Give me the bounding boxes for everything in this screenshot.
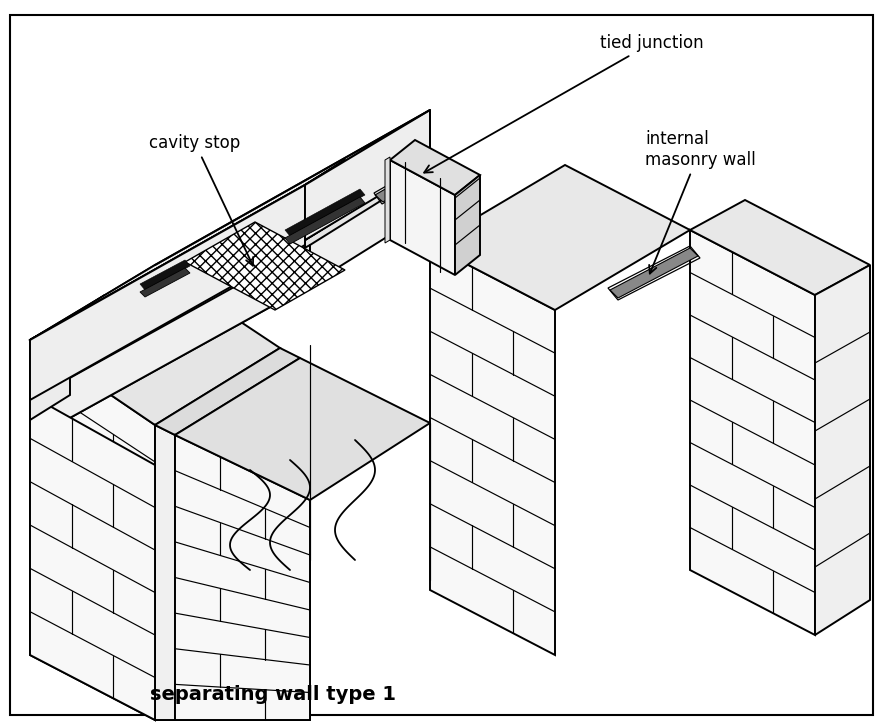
Polygon shape	[305, 160, 345, 240]
Polygon shape	[375, 163, 438, 202]
Polygon shape	[310, 170, 430, 285]
Text: internal
masonry wall: internal masonry wall	[645, 130, 756, 273]
Polygon shape	[30, 340, 155, 720]
Polygon shape	[815, 265, 870, 635]
Text: separating wall type 1: separating wall type 1	[150, 685, 396, 704]
Polygon shape	[305, 110, 430, 240]
Polygon shape	[30, 295, 105, 340]
Polygon shape	[30, 185, 305, 395]
Polygon shape	[30, 395, 155, 720]
Polygon shape	[155, 348, 300, 435]
Polygon shape	[30, 110, 430, 340]
Polygon shape	[30, 185, 305, 400]
Text: tied junction: tied junction	[424, 34, 704, 173]
Polygon shape	[390, 140, 480, 195]
Polygon shape	[305, 160, 345, 240]
Polygon shape	[30, 318, 70, 420]
Polygon shape	[175, 435, 310, 720]
Polygon shape	[285, 189, 365, 236]
Polygon shape	[305, 160, 345, 240]
Polygon shape	[455, 175, 480, 275]
Polygon shape	[30, 235, 310, 440]
Polygon shape	[30, 245, 310, 440]
Polygon shape	[285, 197, 365, 244]
Polygon shape	[140, 268, 190, 297]
Text: cavity stop: cavity stop	[149, 134, 253, 265]
Polygon shape	[385, 157, 390, 243]
Polygon shape	[155, 425, 175, 720]
Polygon shape	[140, 260, 190, 290]
Polygon shape	[610, 248, 698, 298]
Polygon shape	[305, 160, 430, 285]
Polygon shape	[155, 465, 310, 720]
Polygon shape	[30, 185, 305, 395]
Polygon shape	[690, 230, 815, 635]
Polygon shape	[390, 160, 455, 275]
Polygon shape	[690, 200, 870, 295]
Polygon shape	[430, 165, 690, 310]
Polygon shape	[30, 265, 280, 425]
Polygon shape	[185, 222, 345, 310]
Polygon shape	[175, 358, 430, 500]
Polygon shape	[430, 245, 555, 655]
